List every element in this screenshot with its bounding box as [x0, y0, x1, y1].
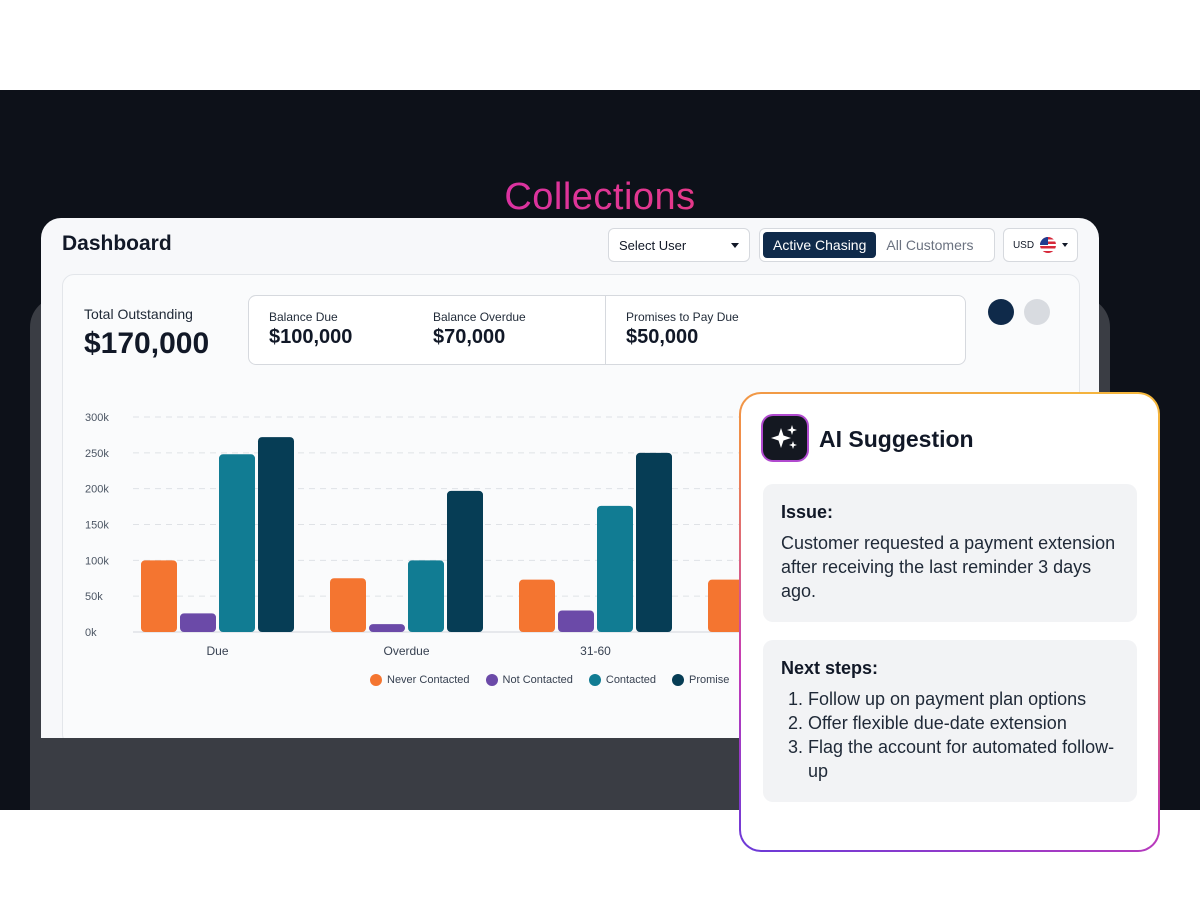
bar-promise: [258, 437, 294, 632]
legend-dot: [588, 674, 601, 686]
stat-value: $70,000: [433, 326, 506, 348]
sparkles-icon: [763, 416, 807, 460]
legend-label: Promise: [689, 674, 730, 686]
pager-dot-active[interactable]: [988, 299, 1014, 325]
chevron-down-icon: [1062, 243, 1069, 247]
select-user-label: Select User: [619, 237, 687, 253]
bar-chart: 300k 250k 200k 150k 100k 50k 0k Due Overdue 31-60: [85, 412, 1063, 658]
stat-value: $100,000: [269, 326, 353, 348]
y-tick-label: 100k: [85, 555, 109, 567]
legend-dot: [370, 674, 382, 686]
total-outstanding-label: Total Outstanding: [84, 306, 193, 322]
legend-item[interactable]: Not Contacted: [485, 674, 573, 686]
issue-block: Issue: Customer requested a payment exte…: [763, 484, 1137, 622]
bar-never-contacted: [519, 579, 555, 632]
y-tick-label: 300k: [85, 412, 109, 424]
dashboard-screen: Dashboard Select User Active Chasing All…: [41, 218, 1099, 738]
stat-balance-due: Balance Due $100,000: [269, 310, 352, 349]
bar-never-contacted: [330, 578, 366, 632]
next-steps-list: Follow up on payment plan options Offer …: [781, 687, 1119, 783]
bar-contacted: [408, 560, 444, 632]
ai-suggestion-title: AI Suggestion: [819, 426, 974, 452]
y-tick-label: 0k: [85, 627, 97, 639]
pager-dot[interactable]: [1024, 299, 1050, 325]
legend-item[interactable]: Never Contacted: [370, 674, 470, 686]
legend-label: Contacted: [605, 674, 657, 686]
stat-balance-overdue: Balance Overdue $70,000: [433, 310, 526, 349]
next-steps-block: Next steps: Follow up on payment plan op…: [763, 640, 1137, 802]
chevron-down-icon: [731, 242, 739, 248]
select-user-dropdown[interactable]: Select User: [608, 228, 750, 262]
total-outstanding-value: $170,000: [84, 327, 210, 360]
y-tick-label: 50k: [85, 591, 103, 603]
dashboard-title: Dashboard: [62, 232, 172, 255]
stats-box: Balance Due $100,000 Balance Overdue $70…: [248, 295, 966, 365]
y-tick-label: 250k: [85, 448, 109, 460]
stat-value: $50,000: [626, 326, 699, 348]
next-step-item: Flag the account for automated follow-up: [808, 735, 1119, 783]
next-step-item: Offer flexible due-date extension: [808, 711, 1119, 735]
hero-title: Collections: [0, 176, 1200, 219]
tab-active-chasing[interactable]: Active Chasing: [763, 232, 877, 258]
tab-all-customers[interactable]: All Customers: [886, 237, 974, 253]
view-toggle: Active Chasing All Customers: [759, 228, 995, 262]
bar-contacted: [219, 454, 255, 632]
stat-label: Balance Due: [269, 310, 338, 324]
next-steps-heading: Next steps:: [781, 658, 879, 678]
chart-legend: Never Contacted Not Contacted Contacted Pro…: [370, 674, 729, 686]
legend-label: Never Contacted: [387, 674, 470, 686]
stat-promises-to-pay: Promises to Pay Due $50,000: [626, 310, 739, 349]
x-tick-label: Due: [206, 644, 228, 658]
y-tick-label: 150k: [85, 520, 109, 532]
bar-not-contacted: [558, 610, 594, 632]
stats-divider: [605, 296, 606, 364]
next-step-item: Follow up on payment plan options: [808, 687, 1119, 711]
bar-not-contacted: [369, 624, 405, 632]
legend-label: Not Contacted: [502, 674, 573, 686]
x-tick-label: Overdue: [383, 644, 429, 658]
stat-label: Promises to Pay Due: [626, 310, 739, 324]
legend-item[interactable]: Promise: [672, 674, 729, 686]
y-tick-label: 200k: [85, 484, 109, 496]
legend-item[interactable]: Contacted: [588, 674, 657, 686]
ai-suggestion-card: AI Suggestion Issue: Customer requested …: [739, 392, 1160, 852]
x-tick-label: 31-60: [580, 644, 611, 658]
bar-never-contacted: [141, 560, 177, 632]
currency-dropdown[interactable]: USD: [1003, 228, 1078, 262]
us-flag-icon: [1040, 237, 1057, 253]
bar-promise: [636, 452, 672, 632]
bar-contacted: [597, 505, 633, 632]
legend-dot: [485, 674, 498, 686]
legend-dot: [672, 674, 685, 686]
bar-never-contacted: [708, 579, 744, 632]
currency-label: USD: [1012, 239, 1035, 251]
issue-text: Customer requested a payment extension a…: [781, 533, 1116, 601]
bar-promise: [447, 490, 483, 632]
issue-heading: Issue:: [781, 502, 834, 522]
bar-not-contacted: [180, 613, 216, 632]
stat-label: Balance Overdue: [433, 310, 526, 324]
